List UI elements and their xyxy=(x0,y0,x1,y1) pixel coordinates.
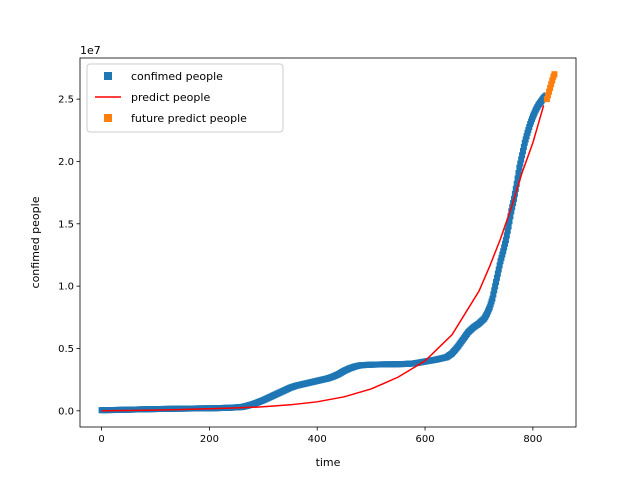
y-tick-label: 0.5 xyxy=(58,344,74,355)
confirmed-people-point xyxy=(516,164,523,171)
y-tick-label: 2.5 xyxy=(58,95,74,106)
confirmed-people-point xyxy=(519,148,526,155)
confirmed-people-point xyxy=(506,218,513,225)
legend: confimed people predict people future pred… xyxy=(86,63,284,133)
confirmed-people-point xyxy=(518,156,525,163)
confirmed-people-point xyxy=(507,213,514,220)
y-axis-label: confimed people xyxy=(29,196,42,288)
confirmed-people-point xyxy=(502,237,509,244)
confirmed-people-point xyxy=(491,287,498,294)
x-tick-label: 200 xyxy=(200,434,219,445)
confirmed-people-point xyxy=(495,266,502,273)
y-tick-label: 1.0 xyxy=(58,282,74,293)
future-predict-people-point xyxy=(544,92,551,99)
predict-people-line xyxy=(101,105,545,412)
confirmed-people-point xyxy=(499,251,506,258)
confirmed-people-point xyxy=(489,295,496,302)
confirmed-people-point xyxy=(522,136,529,143)
future-predict-people-point xyxy=(548,81,555,88)
confirmed-people-point xyxy=(501,244,508,251)
x-tick-label: 600 xyxy=(415,434,434,445)
y-tick-label: 1.5 xyxy=(58,219,74,230)
confirmed-people-point xyxy=(521,139,528,146)
confirmed-people-point xyxy=(505,223,512,230)
confirmed-people-point xyxy=(514,175,521,182)
legend-swatch-future-predict-people xyxy=(104,114,112,122)
x-tick-label: 0 xyxy=(98,434,104,445)
x-axis-label: time xyxy=(316,456,341,469)
x-tick-label: 800 xyxy=(523,434,542,445)
legend-box xyxy=(86,63,284,133)
future-predict-people-point xyxy=(549,77,556,84)
axes: 0 200 400 600 800 0.0 0.5 1.0 1.5 2.0 2.5 xyxy=(58,57,577,445)
y-tick-label: 0.0 xyxy=(58,406,74,417)
confirmed-people-point xyxy=(508,208,515,215)
legend-label-future-predict-people: future predict people xyxy=(131,112,247,125)
confirmed-people-point xyxy=(494,270,501,277)
confirmed-people-point xyxy=(498,254,505,261)
confirmed-people-point xyxy=(490,291,497,298)
confirmed-people-point xyxy=(519,152,526,159)
confirmed-people-point xyxy=(502,240,509,247)
confirmed-people-point xyxy=(512,185,519,192)
legend-label-predict-people: predict people xyxy=(131,91,210,104)
axis-labels: time confimed people 1e7 xyxy=(29,44,341,469)
y-tick-label: 2.0 xyxy=(58,157,74,168)
confirmed-people-point xyxy=(500,248,507,255)
future-predict-people-point xyxy=(543,96,550,103)
confirmed-people-point xyxy=(513,180,520,187)
confirmed-people-point xyxy=(493,274,500,281)
confirmed-people-point xyxy=(496,262,503,269)
legend-swatch-confirmed-people xyxy=(104,72,112,80)
confirmed-people-point xyxy=(517,160,524,167)
legend-label-confirmed-people: confimed people xyxy=(131,70,223,83)
future-predict-people-series xyxy=(543,71,558,103)
x-tick-label: 400 xyxy=(308,434,327,445)
confirmed-people-point xyxy=(520,143,527,150)
confirmed-people-point xyxy=(523,133,530,140)
confirmed-people-point xyxy=(515,170,522,177)
confirmed-people-point xyxy=(497,258,504,265)
future-predict-people-point xyxy=(551,71,558,78)
axes-frame xyxy=(79,57,577,428)
confirmed-people-point xyxy=(493,278,500,285)
future-predict-people-point xyxy=(546,88,553,95)
plot-area xyxy=(98,71,558,414)
confirmed-people-point xyxy=(492,283,499,290)
confirmed-people-point xyxy=(503,232,510,239)
future-predict-people-point xyxy=(547,84,554,91)
confirmed-people-point xyxy=(504,227,511,234)
y-axis-offset-label: 1e7 xyxy=(80,44,101,57)
